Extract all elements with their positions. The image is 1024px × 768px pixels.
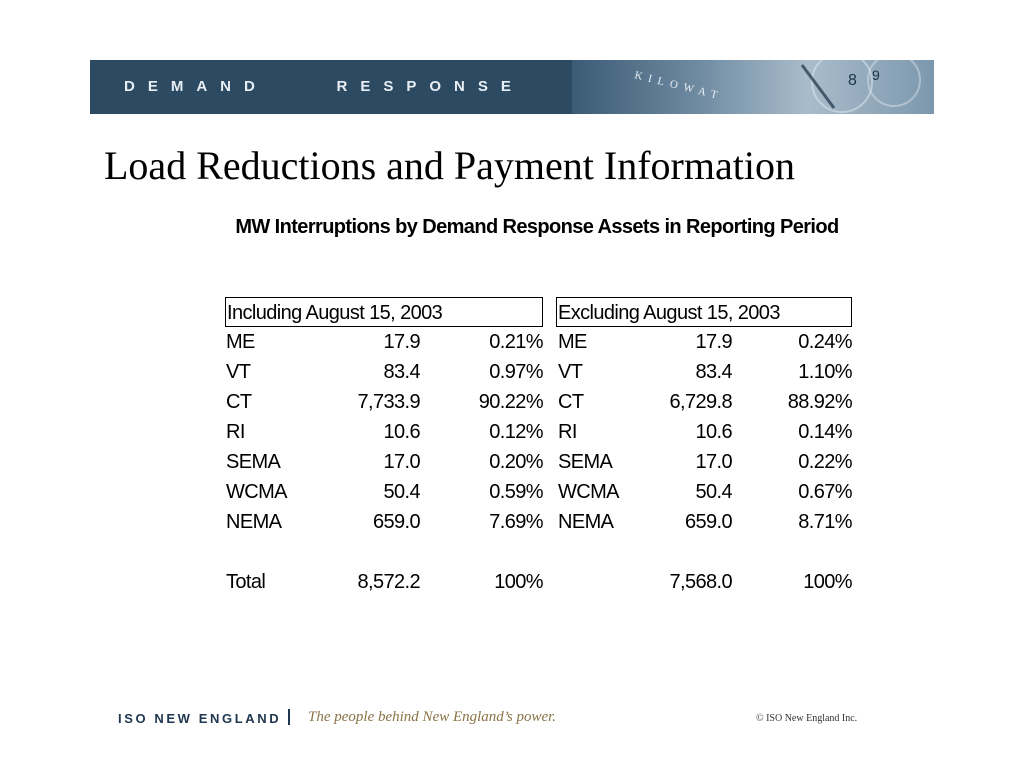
excluding-table: Excluding August 15, 2003 ME 17.9 0.24% VT… (556, 297, 853, 597)
region-cell: NEMA (226, 511, 282, 533)
table-row: CT 7,733.9 90.22% (225, 387, 544, 417)
mw-cell: 50.4 (695, 481, 732, 503)
excluding-header: Excluding August 15, 2003 (556, 297, 852, 327)
percent-cell: 0.59% (489, 481, 543, 503)
mw-cell: 17.0 (695, 451, 732, 473)
footer-org-name: ISO NEW ENGLAND (118, 711, 282, 726)
banner-meter-image: KILOWAT 8 9 (572, 60, 934, 114)
total-label: Total (226, 571, 266, 593)
table-row: NEMA 659.0 8.71% (556, 507, 853, 537)
percent-cell: 0.97% (489, 361, 543, 383)
table-row: RI 10.6 0.14% (556, 417, 853, 447)
total-mw-cell: 8,572.2 (357, 571, 420, 593)
region-cell: ME (558, 331, 587, 353)
including-header: Including August 15, 2003 (225, 297, 543, 327)
percent-cell: 1.10% (798, 361, 852, 383)
region-cell: ME (226, 331, 255, 353)
total-row: 7,568.0 100% (556, 567, 852, 597)
mw-cell: 83.4 (383, 361, 420, 383)
svg-text:8: 8 (848, 72, 857, 89)
region-cell: WCMA (558, 481, 620, 503)
mw-cell: 7,733.9 (357, 391, 420, 413)
banner-image-text: KILOWAT (633, 69, 724, 103)
region-cell: SEMA (558, 451, 613, 473)
svg-text:9: 9 (872, 67, 880, 83)
table-row: CT 6,729.8 88.92% (556, 387, 853, 417)
region-cell: CT (226, 391, 252, 413)
table-row: SEMA 17.0 0.20% (225, 447, 544, 477)
region-cell: CT (558, 391, 584, 413)
banner-label: DEMAND RESPONSE (124, 78, 524, 95)
percent-cell: 7.69% (489, 511, 543, 533)
region-cell: RI (226, 421, 245, 443)
mw-cell: 83.4 (695, 361, 732, 383)
meter-dial-graphic: KILOWAT 8 9 (633, 60, 921, 113)
table-row: WCMA 50.4 0.67% (556, 477, 853, 507)
footer-tagline: The people behind New England’s power. (308, 709, 557, 725)
table-row: WCMA 50.4 0.59% (225, 477, 544, 507)
percent-cell: 0.21% (489, 331, 543, 353)
page-title: Load Reductions and Payment Information (104, 143, 795, 188)
mw-cell: 10.6 (383, 421, 420, 443)
mw-cell: 17.9 (695, 331, 732, 353)
mw-cell: 50.4 (383, 481, 420, 503)
region-cell: WCMA (226, 481, 288, 503)
mw-cell: 10.6 (695, 421, 732, 443)
table-row: RI 10.6 0.12% (225, 417, 544, 447)
mw-cell: 17.0 (383, 451, 420, 473)
total-row: Total 8,572.2 100% (225, 567, 544, 597)
table-row: NEMA 659.0 7.69% (225, 507, 544, 537)
row-spacer (225, 537, 543, 567)
footer-copyright: © ISO New England Inc. (756, 713, 858, 724)
mw-cell: 659.0 (372, 511, 421, 533)
percent-cell: 0.14% (798, 421, 852, 443)
region-cell: SEMA (226, 451, 281, 473)
table-row: VT 83.4 0.97% (225, 357, 544, 387)
percent-cell: 0.24% (798, 331, 852, 353)
table-row: VT 83.4 1.10% (556, 357, 853, 387)
region-cell: RI (558, 421, 577, 443)
total-percent-cell: 100% (494, 571, 543, 593)
total-mw-cell: 7,568.0 (669, 571, 732, 593)
region-cell: VT (558, 361, 583, 383)
percent-cell: 0.12% (489, 421, 543, 443)
region-cell: NEMA (558, 511, 614, 533)
percent-cell: 0.67% (798, 481, 852, 503)
mw-cell: 659.0 (684, 511, 733, 533)
percent-cell: 8.71% (798, 511, 852, 533)
table-row: ME 17.9 0.24% (556, 327, 853, 357)
total-percent-cell: 100% (803, 571, 852, 593)
mw-cell: 17.9 (383, 331, 420, 353)
header-banner: DEMAND RESPONSE KILOWAT 8 9 (90, 60, 934, 114)
row-spacer (556, 537, 852, 567)
region-cell: VT (226, 361, 251, 383)
mw-cell: 6,729.8 (669, 391, 732, 413)
table-row: SEMA 17.0 0.22% (556, 447, 853, 477)
percent-cell: 0.20% (489, 451, 543, 473)
footer-divider (288, 709, 290, 725)
percent-cell: 0.22% (798, 451, 852, 473)
table-title: MW Interruptions by Demand Response Asse… (235, 216, 839, 238)
including-table: Including August 15, 2003 ME 17.9 0.21% VT… (225, 297, 544, 597)
table-row: ME 17.9 0.21% (225, 327, 544, 357)
percent-cell: 88.92% (787, 391, 853, 413)
percent-cell: 90.22% (478, 391, 544, 413)
